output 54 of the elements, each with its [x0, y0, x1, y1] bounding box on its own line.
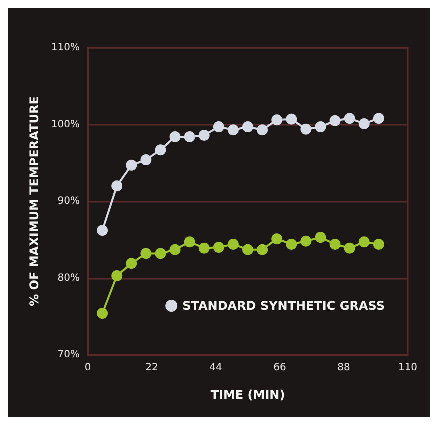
x-tick-label: 22: [146, 362, 158, 374]
point: [198, 242, 210, 254]
point: [126, 258, 138, 270]
point: [257, 244, 268, 256]
point: [198, 130, 210, 141]
point: [242, 244, 254, 256]
point: [170, 132, 181, 143]
point: [155, 248, 166, 260]
point: [286, 238, 298, 250]
point: [373, 238, 384, 250]
point: [97, 308, 108, 320]
point: [184, 236, 196, 248]
point: [155, 144, 166, 156]
point: [170, 244, 181, 256]
point: [300, 124, 312, 135]
point: [272, 234, 283, 245]
x-tick-label: 88: [338, 362, 350, 374]
point: [315, 232, 326, 244]
point: [97, 225, 108, 236]
y-tick-label: 110%: [51, 42, 80, 54]
point: [112, 270, 123, 282]
point: [126, 160, 138, 171]
y-axis-title: % OF MAXIMUM TEMPERATURE: [28, 96, 42, 306]
point: [344, 242, 356, 254]
point: [213, 122, 224, 133]
legend-label: STANDARD SYNTHETIC GRASS: [182, 299, 386, 313]
point: [330, 115, 341, 126]
point: [112, 180, 123, 192]
point: [286, 114, 298, 125]
point: [330, 238, 341, 250]
x-tick-label: 110: [398, 362, 418, 374]
y-tick-label: 90%: [58, 196, 80, 207]
y-tick-label: 80%: [58, 272, 80, 284]
y-tick-label: 70%: [58, 350, 80, 360]
point: [344, 113, 356, 124]
point: [242, 122, 254, 133]
point: [315, 122, 326, 133]
point: [228, 238, 239, 250]
point: [257, 124, 268, 136]
point: [300, 236, 312, 247]
point: [358, 236, 370, 248]
point: [373, 113, 384, 124]
x-axis-title: TIME (MIN): [210, 388, 286, 402]
point: [184, 132, 196, 143]
x-tick-label: 44: [210, 362, 222, 374]
y-tick-label: 100%: [51, 119, 80, 130]
x-tick-label: 0: [84, 362, 92, 374]
point: [140, 154, 152, 166]
point: [358, 118, 370, 130]
point: [228, 124, 239, 136]
x-tick-label: 66: [274, 362, 286, 374]
point: [213, 242, 224, 254]
point: [140, 248, 152, 260]
point: [272, 114, 283, 126]
